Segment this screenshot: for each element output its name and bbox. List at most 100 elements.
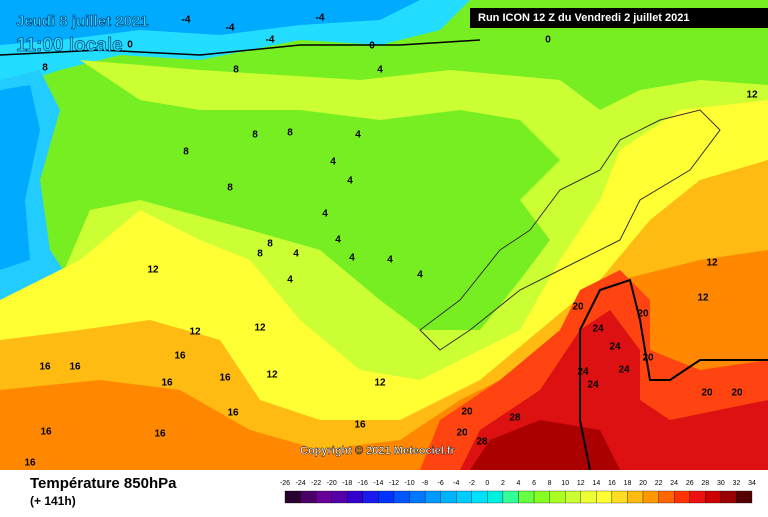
scale-tick-label: 2 bbox=[501, 480, 505, 487]
scale-tick-label: -14 bbox=[373, 480, 383, 487]
contour-label: 16 bbox=[227, 408, 239, 419]
cold-zone bbox=[0, 0, 420, 45]
forecast-date: Jeudi 8 juillet 2021 bbox=[16, 13, 149, 30]
contour-label: 8 bbox=[252, 130, 258, 141]
scale-tick-label: -6 bbox=[438, 480, 444, 487]
color-swatch bbox=[705, 490, 722, 504]
color-swatch bbox=[674, 490, 690, 504]
scale-tick-label: -2 bbox=[469, 480, 475, 487]
run-banner bbox=[470, 8, 768, 28]
contour-label: 4 bbox=[330, 157, 336, 168]
scale-tick-label: 6 bbox=[532, 480, 536, 487]
color-swatch bbox=[284, 490, 301, 504]
color-swatch bbox=[502, 490, 519, 504]
contour-label: 24 bbox=[577, 367, 589, 378]
contour-label: 12 bbox=[697, 293, 709, 304]
contour-label: 4 bbox=[417, 270, 423, 281]
contour-label: 4 bbox=[335, 235, 341, 246]
contour-label: 12 bbox=[746, 90, 758, 101]
contour-label: 12 bbox=[374, 378, 386, 389]
color-swatch bbox=[533, 490, 550, 504]
contour-label: 28 bbox=[476, 437, 488, 448]
contour-label: -4 bbox=[316, 13, 325, 24]
color-swatch bbox=[362, 490, 379, 504]
cold-zone bbox=[0, 85, 40, 270]
contour-label: 4 bbox=[293, 249, 299, 260]
color-swatch bbox=[720, 490, 737, 504]
contour-label: 20 bbox=[572, 302, 584, 313]
contour-label: 4 bbox=[322, 209, 328, 220]
contour-label: -4 bbox=[182, 15, 191, 26]
scale-tick-label: 28 bbox=[701, 480, 709, 487]
forecast-time: 11:00 locale bbox=[16, 35, 123, 56]
scale-tick-label: 10 bbox=[561, 480, 569, 487]
color-swatch bbox=[736, 490, 753, 504]
isotherm bbox=[0, 39, 481, 56]
scale-tick-label: -16 bbox=[358, 480, 368, 487]
contour-label: 4 bbox=[287, 275, 293, 286]
contour-label: 12 bbox=[266, 370, 278, 381]
contour-label: 20 bbox=[642, 353, 654, 364]
color-swatch bbox=[627, 490, 644, 504]
scale-tick-label: 12 bbox=[577, 480, 585, 487]
scale-tick-label: -26 bbox=[280, 480, 290, 487]
scale-tick-label: -20 bbox=[327, 480, 337, 487]
coastline bbox=[419, 109, 721, 351]
contour-label: 12 bbox=[706, 258, 718, 269]
contour-label: 20 bbox=[461, 407, 473, 418]
color-swatch bbox=[409, 490, 426, 504]
color-swatch bbox=[642, 490, 659, 504]
copyright: Copyright © 2021 Meteociel.fr bbox=[300, 445, 456, 457]
color-swatch bbox=[611, 490, 628, 504]
contour-label: 4 bbox=[377, 65, 383, 76]
scale-tick-label: -18 bbox=[342, 480, 352, 487]
color-swatch bbox=[440, 490, 457, 504]
color-swatch bbox=[471, 490, 488, 504]
isotherm bbox=[579, 278, 768, 471]
run-info: Run ICON 12 Z du Vendredi 2 juillet 2021 bbox=[478, 12, 690, 24]
contour-label: 24 bbox=[587, 380, 599, 391]
contour-label: 16 bbox=[354, 420, 366, 431]
scale-tick-label: -4 bbox=[453, 480, 459, 487]
color-swatch bbox=[378, 490, 395, 504]
contour-label: 16 bbox=[154, 429, 166, 440]
contour-label: 20 bbox=[731, 388, 743, 399]
contour-label: 4 bbox=[355, 130, 361, 141]
scale-tick-label: 26 bbox=[686, 480, 694, 487]
contour-label: -4 bbox=[226, 23, 235, 34]
scale-tick-label: 14 bbox=[592, 480, 600, 487]
scale-tick-label: 24 bbox=[670, 480, 678, 487]
contour-label: 12 bbox=[189, 327, 201, 338]
contour-label: 12 bbox=[254, 323, 266, 334]
color-scale: -26 -24 -22 -20 -18 -16 -14 -12 -10 -8 -6 -4 -2 0 2 4 6 8… bbox=[280, 480, 756, 504]
color-swatch bbox=[596, 490, 613, 504]
contour-label: 8 bbox=[227, 183, 233, 194]
contour-label: 20 bbox=[637, 309, 649, 320]
contour-label: 8 bbox=[267, 239, 273, 250]
contour-label: 24 bbox=[592, 324, 604, 335]
contour-label: 8 bbox=[42, 63, 48, 74]
scale-tick-label: 8 bbox=[548, 480, 552, 487]
scale-tick-label: 20 bbox=[639, 480, 647, 487]
color-swatch bbox=[331, 490, 348, 504]
lead-time: (+ 141h) bbox=[30, 494, 76, 508]
color-swatch bbox=[347, 490, 363, 504]
contour-label: 8 bbox=[257, 249, 263, 260]
legend-title: Température 850hPa bbox=[30, 475, 177, 492]
contour-label: 4 bbox=[387, 255, 393, 266]
color-swatch bbox=[487, 490, 504, 504]
contour-label: 24 bbox=[609, 342, 621, 353]
color-swatch bbox=[456, 490, 472, 504]
scale-tick-label: 0 bbox=[485, 480, 489, 487]
color-swatch bbox=[565, 490, 581, 504]
contour-label: 0 bbox=[545, 35, 551, 46]
color-swatch bbox=[658, 490, 675, 504]
contour-label: 16 bbox=[69, 362, 81, 373]
contour-label: 8 bbox=[287, 128, 293, 139]
contour-label: 24 bbox=[618, 365, 630, 376]
color-swatch bbox=[315, 490, 332, 504]
contour-label: 4 bbox=[347, 176, 353, 187]
scale-tick-label: 30 bbox=[717, 480, 725, 487]
